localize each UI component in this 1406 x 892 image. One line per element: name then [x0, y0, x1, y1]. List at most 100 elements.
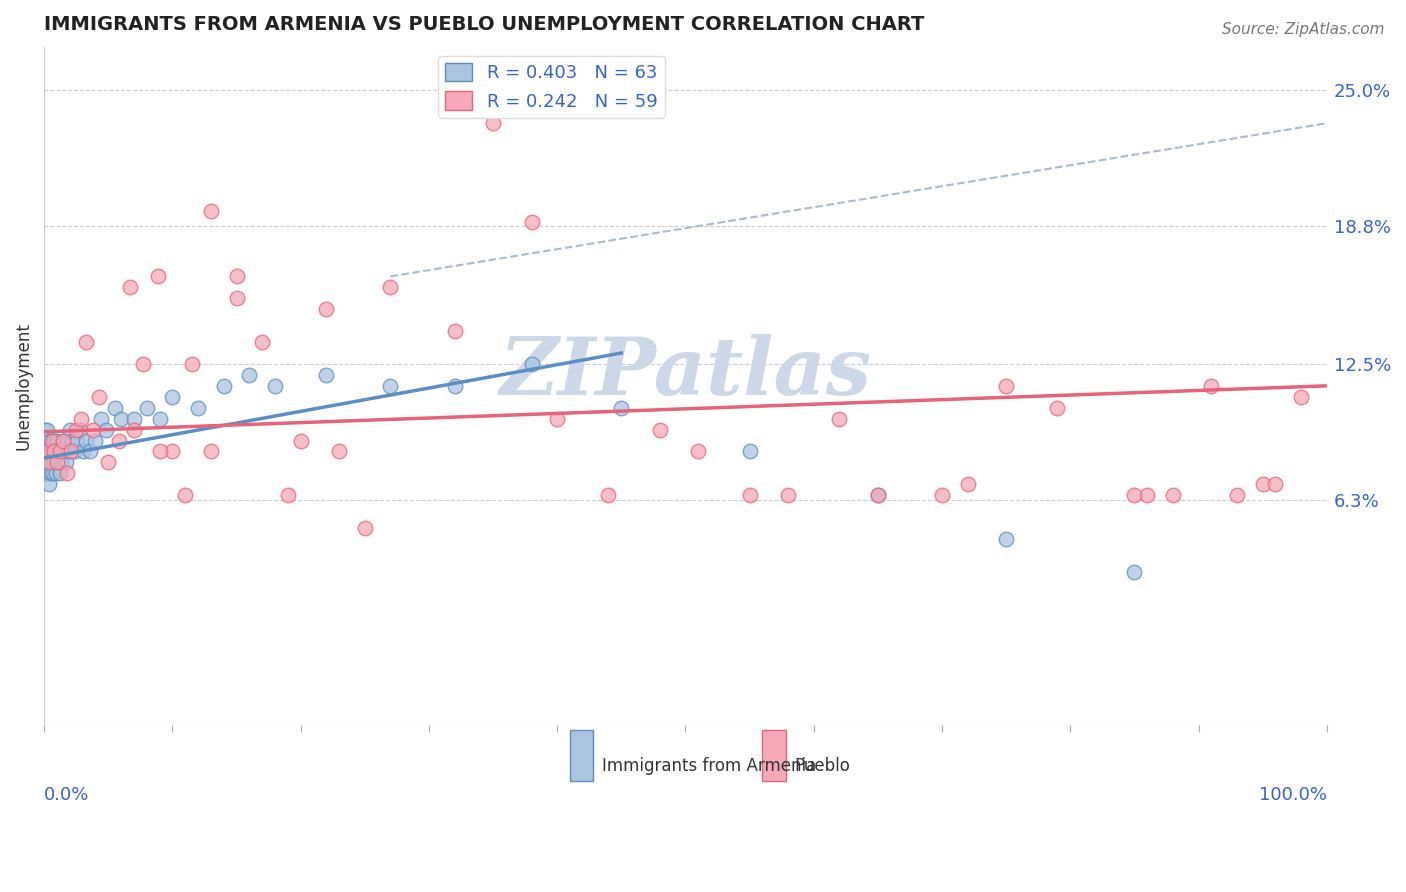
Point [89, 390, 111, 404]
Point [45, 434, 67, 448]
Point [135, 401, 157, 415]
Point [995, 379, 1018, 393]
Point [44, 444, 66, 458]
Point [35, 423, 58, 437]
Point [45, 455, 67, 469]
Point [482, 116, 505, 130]
Point [187, 401, 209, 415]
Point [41, 434, 63, 448]
Point [45, 444, 67, 458]
Bar [762, 731, 786, 781]
Point [1136, 488, 1159, 502]
Point [59, 423, 82, 437]
Point [1123, 488, 1146, 502]
Point [34, 467, 56, 481]
Point [82, 423, 104, 437]
Point [353, 521, 375, 535]
Point [380, 280, 402, 294]
Point [104, 401, 127, 415]
Point [520, 215, 543, 229]
Point [55, 455, 77, 469]
Point [48, 444, 70, 458]
Point [38, 455, 60, 469]
Point [49, 455, 72, 469]
Point [328, 444, 350, 458]
Point [39, 467, 62, 481]
Point [42, 467, 65, 481]
Point [598, 488, 620, 502]
Text: Immigrants from Armenia: Immigrants from Armenia [602, 756, 817, 775]
Point [35, 455, 58, 469]
Bar [569, 731, 593, 781]
Point [58, 444, 80, 458]
Point [200, 444, 222, 458]
Point [174, 488, 197, 502]
Point [75, 334, 97, 349]
Point [60, 444, 83, 458]
Point [200, 203, 222, 218]
Point [162, 444, 184, 458]
Point [70, 411, 93, 425]
Point [35, 444, 58, 458]
Point [66, 434, 89, 448]
Point [443, 324, 465, 338]
Point [995, 532, 1018, 546]
Point [44, 434, 66, 448]
Point [1289, 390, 1312, 404]
Point [75, 434, 97, 448]
Point [37, 455, 59, 469]
Point [60, 434, 83, 448]
Point [148, 269, 170, 284]
Point [42, 444, 65, 458]
Legend: R = 0.403   N = 63, R = 0.242   N = 59: R = 0.403 N = 63, R = 0.242 N = 59 [437, 55, 665, 118]
Point [37, 467, 59, 481]
Point [38, 477, 60, 491]
Point [110, 411, 132, 425]
Point [84, 434, 107, 448]
Point [866, 488, 889, 502]
Point [546, 411, 568, 425]
Point [238, 368, 260, 382]
Point [72, 444, 94, 458]
Text: Pueblo: Pueblo [794, 756, 851, 775]
Point [97, 455, 120, 469]
Point [1251, 477, 1274, 491]
Point [44, 455, 66, 469]
Point [148, 411, 170, 425]
Point [828, 411, 851, 425]
Point [1046, 401, 1069, 415]
Point [290, 434, 312, 448]
Point [94, 423, 117, 437]
Point [56, 434, 79, 448]
Point [45, 455, 67, 469]
Point [48, 467, 70, 481]
Point [46, 444, 69, 458]
Point [162, 390, 184, 404]
Text: 100.0%: 100.0% [1258, 786, 1327, 804]
Point [34, 444, 56, 458]
Point [738, 488, 761, 502]
Point [118, 280, 141, 294]
Point [648, 423, 671, 437]
Text: Source: ZipAtlas.com: Source: ZipAtlas.com [1222, 22, 1385, 37]
Point [212, 379, 235, 393]
Point [52, 434, 75, 448]
Y-axis label: Unemployment: Unemployment [15, 322, 32, 450]
Point [264, 379, 287, 393]
Point [35, 444, 58, 458]
Point [1264, 477, 1286, 491]
Point [65, 423, 87, 437]
Point [51, 444, 73, 458]
Point [277, 488, 299, 502]
Point [1201, 379, 1223, 393]
Point [69, 423, 91, 437]
Point [1123, 565, 1146, 579]
Point [45, 467, 67, 481]
Point [52, 434, 75, 448]
Point [90, 411, 112, 425]
Point [1161, 488, 1184, 502]
Point [315, 302, 337, 317]
Point [122, 423, 145, 437]
Point [931, 488, 953, 502]
Point [180, 357, 202, 371]
